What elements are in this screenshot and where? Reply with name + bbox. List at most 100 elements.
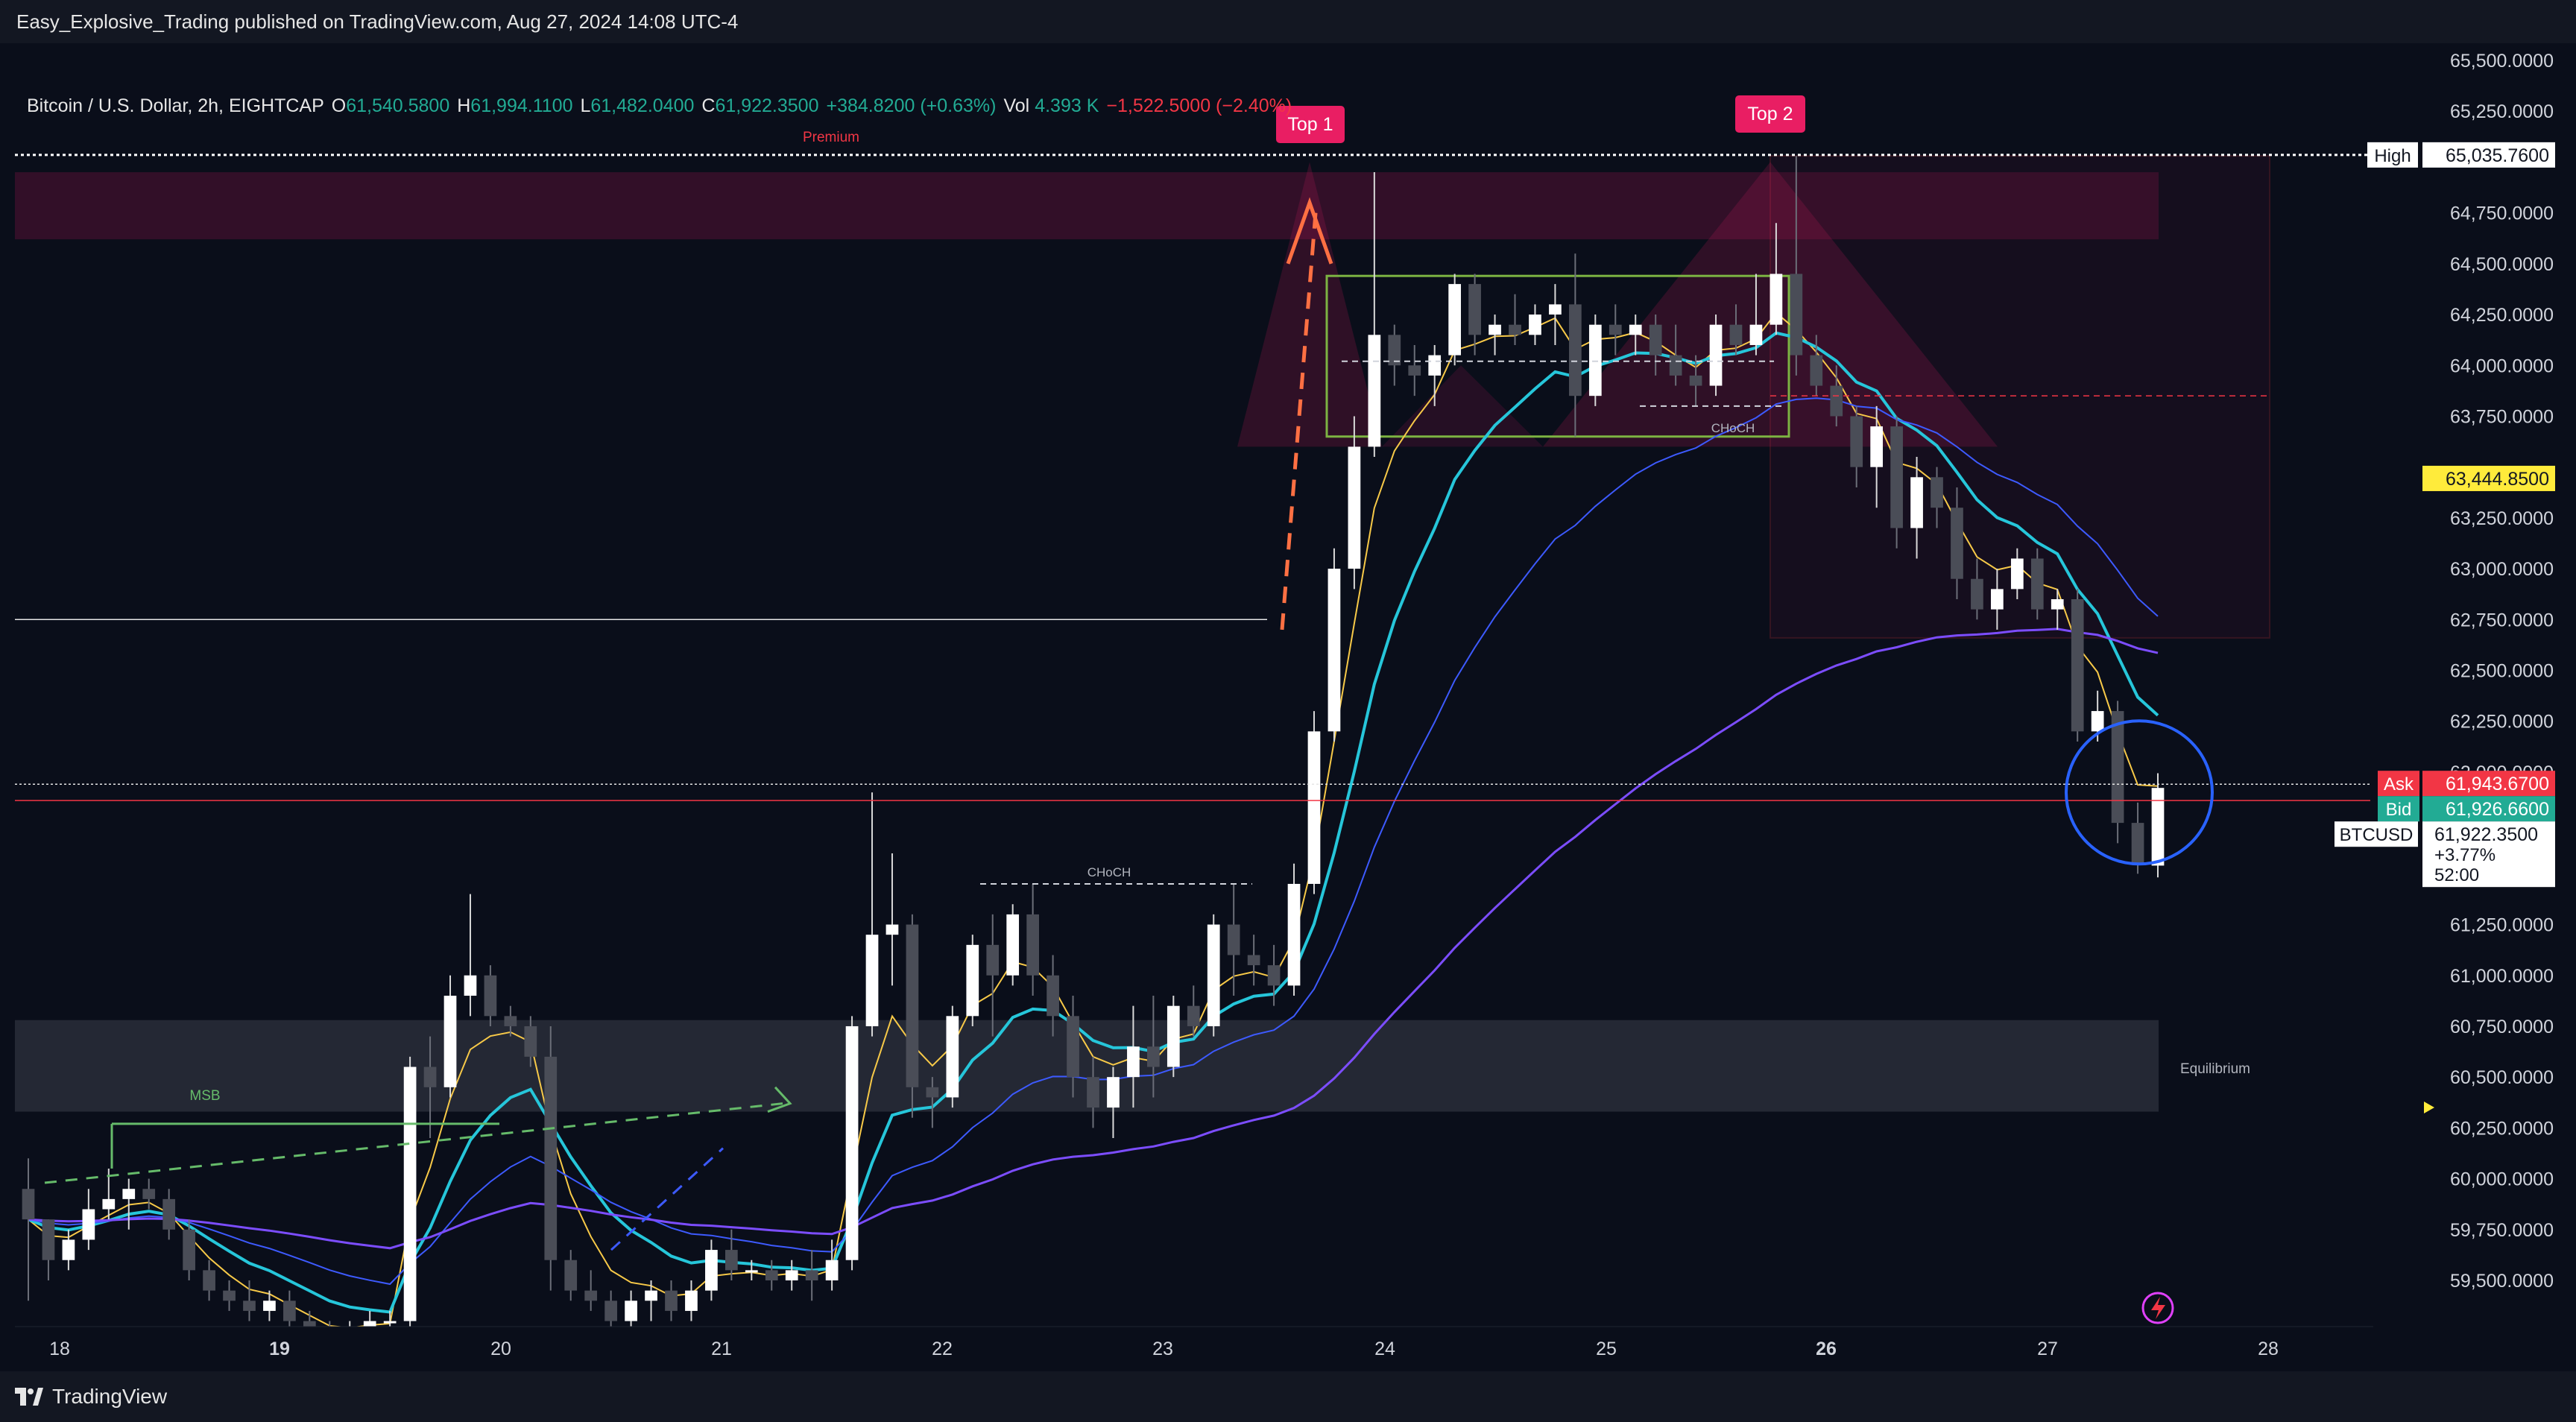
candle[interactable] xyxy=(1408,344,1421,396)
price-axis[interactable] xyxy=(2373,43,2576,1371)
candle[interactable] xyxy=(1006,904,1020,986)
candle[interactable] xyxy=(1951,487,1963,600)
candle[interactable] xyxy=(243,1280,256,1321)
candle[interactable] xyxy=(1770,223,1783,335)
candle[interactable] xyxy=(484,965,497,1026)
candle[interactable] xyxy=(685,1280,698,1321)
time-axis[interactable] xyxy=(0,1327,2576,1371)
candle[interactable] xyxy=(504,1005,517,1037)
candle[interactable] xyxy=(1910,457,1923,559)
candle[interactable] xyxy=(42,1219,55,1280)
candle[interactable] xyxy=(1046,955,1059,1037)
candle[interactable] xyxy=(1850,405,1863,487)
candle[interactable] xyxy=(1609,304,1622,356)
candle[interactable] xyxy=(564,1250,578,1301)
candle[interactable] xyxy=(1729,304,1743,356)
candle[interactable] xyxy=(183,1219,195,1280)
candle[interactable] xyxy=(1388,324,1401,386)
candle[interactable] xyxy=(1287,863,1301,996)
candle[interactable] xyxy=(263,1290,276,1321)
candle[interactable] xyxy=(946,1005,959,1108)
candle[interactable] xyxy=(1509,294,1521,345)
candle[interactable] xyxy=(2071,589,2084,742)
candle[interactable] xyxy=(1428,344,1442,406)
candle[interactable] xyxy=(1870,405,1884,508)
candle[interactable] xyxy=(886,853,899,986)
candle[interactable] xyxy=(1890,416,1903,549)
candle[interactable] xyxy=(1569,253,1582,437)
candle[interactable] xyxy=(724,1229,738,1280)
candle[interactable] xyxy=(966,935,979,1026)
candle[interactable] xyxy=(1127,1005,1140,1108)
candle[interactable] xyxy=(544,1026,558,1291)
candle[interactable] xyxy=(1549,284,1562,345)
candle[interactable] xyxy=(1749,274,1763,356)
candle[interactable] xyxy=(1147,996,1160,1098)
candle[interactable] xyxy=(1267,944,1281,1006)
candle[interactable] xyxy=(2051,589,2064,630)
candle[interactable] xyxy=(1067,996,1079,1098)
candle[interactable] xyxy=(122,1178,136,1230)
candle[interactable] xyxy=(283,1290,296,1332)
candle[interactable] xyxy=(1167,996,1180,1078)
candle[interactable] xyxy=(524,1016,537,1067)
candle[interactable] xyxy=(1368,172,1381,458)
candle[interactable] xyxy=(1709,315,1723,396)
candle[interactable] xyxy=(1227,883,1240,996)
candle[interactable] xyxy=(986,914,1000,1037)
candle[interactable] xyxy=(443,975,457,1098)
candle[interactable] xyxy=(142,1178,156,1210)
candle[interactable] xyxy=(1328,548,1341,742)
candle[interactable] xyxy=(1629,315,1642,356)
candle[interactable] xyxy=(1448,274,1462,366)
candle[interactable] xyxy=(1247,935,1260,986)
candle[interactable] xyxy=(2151,773,2165,878)
candle[interactable] xyxy=(1207,914,1220,1037)
legend-symbol[interactable]: Bitcoin / U.S. Dollar, 2h, EIGHTCAP xyxy=(27,95,324,116)
candle[interactable] xyxy=(625,1290,637,1332)
candle[interactable] xyxy=(765,1260,778,1291)
candle[interactable] xyxy=(906,914,919,1118)
candle[interactable] xyxy=(1790,156,1803,376)
candle[interactable] xyxy=(1107,1066,1120,1139)
candle[interactable] xyxy=(2010,548,2024,600)
candle[interactable] xyxy=(464,894,477,1017)
candle[interactable] xyxy=(203,1260,215,1301)
candle[interactable] xyxy=(926,1077,939,1128)
candle[interactable] xyxy=(1529,304,1541,345)
candle[interactable] xyxy=(584,1270,598,1311)
candle[interactable] xyxy=(1026,883,1039,996)
candle[interactable] xyxy=(1991,569,2004,630)
candle[interactable] xyxy=(745,1260,758,1280)
candle[interactable] xyxy=(1971,558,1983,620)
candle[interactable] xyxy=(1669,324,1682,386)
candle[interactable] xyxy=(785,1260,798,1291)
candle[interactable] xyxy=(1689,355,1702,406)
candle[interactable] xyxy=(705,1239,718,1301)
candle[interactable] xyxy=(1588,315,1602,406)
candle[interactable] xyxy=(825,1239,839,1291)
candle[interactable] xyxy=(1307,711,1321,894)
tradingview-logo[interactable]: TradingView xyxy=(15,1385,167,1409)
candle[interactable] xyxy=(1489,315,1501,356)
candle[interactable] xyxy=(604,1290,617,1332)
lightning-icon[interactable] xyxy=(2141,1292,2174,1324)
candle[interactable] xyxy=(62,1229,75,1271)
candle[interactable] xyxy=(1649,315,1662,376)
candle[interactable] xyxy=(22,1158,35,1301)
candle[interactable] xyxy=(2131,802,2144,874)
candle[interactable] xyxy=(1348,416,1361,590)
price-chart[interactable]: Top 1 Top 2 Premium Equilibrium MSB CHoCH CHoC… xyxy=(0,43,2576,1371)
candle[interactable] xyxy=(423,1036,437,1139)
candle[interactable] xyxy=(162,1189,176,1240)
candle[interactable] xyxy=(1187,985,1200,1037)
candle[interactable] xyxy=(1931,467,1943,528)
candle[interactable] xyxy=(865,792,879,1037)
candle[interactable] xyxy=(1468,274,1481,356)
candle[interactable] xyxy=(82,1189,95,1251)
candle[interactable] xyxy=(645,1280,657,1321)
candle[interactable] xyxy=(845,1016,859,1271)
candle[interactable] xyxy=(2030,548,2044,620)
candle[interactable] xyxy=(1087,1056,1099,1128)
candle[interactable] xyxy=(223,1280,236,1311)
